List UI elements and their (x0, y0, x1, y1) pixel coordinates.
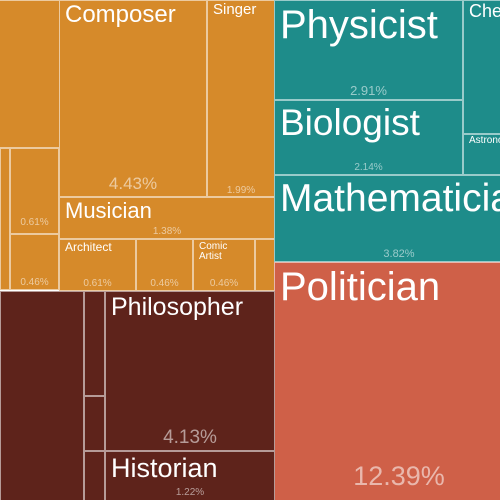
tile-label: Mathematician (280, 177, 500, 220)
tile-singer: Singer 1.99% (207, 0, 275, 197)
tile-astronomer: Astronomer (463, 134, 500, 175)
tile-composer: Composer 4.43% (59, 0, 207, 197)
tile-label: Comic Artist (199, 241, 228, 262)
tile-unlabeled-arts-2 (255, 239, 275, 291)
tile-share: 1.22% (175, 487, 205, 498)
tile-unlabeled-arts-1 (0, 148, 10, 290)
tile-unlabeled-humanities-4 (84, 291, 105, 396)
tile-unnamed-5: 0.61% (10, 148, 59, 234)
tile-label: Historian (111, 453, 218, 483)
tile-share: 4.43% (108, 174, 158, 193)
tile-share: 2.14% (354, 162, 383, 173)
tile-share: 4.13% (163, 427, 217, 448)
tile-comic-artist: Comic Artist 0.46% (193, 239, 255, 291)
tile-share: 2.91% (350, 83, 387, 98)
tile-label: Politician (280, 265, 441, 309)
tile-label: Physicist (280, 3, 438, 47)
tile-label: Musician (65, 198, 152, 223)
tile-label: Architect (65, 240, 112, 254)
tile-share: 0.46% (209, 278, 239, 289)
tile-unlabeled-humanities-3 (0, 291, 84, 500)
tile-unlabeled-humanities-6 (84, 451, 105, 500)
tile-label: Chemist (469, 1, 500, 21)
tile-label: Astronomer (469, 135, 500, 146)
tile-physicist: Physicist 2.91% (274, 0, 463, 100)
tile-share: 1.99% (226, 185, 256, 196)
tile-label: Biologist (280, 102, 420, 143)
tile-share: 0.46% (20, 277, 49, 288)
tile-label: Singer (213, 1, 257, 18)
tile-share: 0.46% (150, 278, 179, 289)
tile-architect: Architect 0.61% (59, 239, 136, 291)
tile-share: 1.38% (152, 226, 182, 237)
tile-label: Philosopher (111, 293, 244, 321)
tile-politician: Politician 12.39% (274, 262, 500, 500)
tile-musician: Musician 1.38% (59, 197, 275, 239)
tile-biologist: Biologist 2.14% (274, 100, 463, 175)
tile-historian: Historian 1.22% (105, 451, 275, 500)
tile-mathematician: Mathematician 3.82% (274, 175, 500, 262)
tile-actor: Actor (0, 0, 60, 148)
tile-unnamed-6: 0.46% (10, 234, 59, 290)
tile-label: Composer (65, 1, 176, 28)
tile-philosopher: Philosopher 4.13% (105, 291, 275, 451)
tile-chemist: Chemist (463, 0, 500, 134)
tile-share: 12.39% (353, 461, 445, 491)
tile-share: 0.61% (83, 278, 112, 289)
tile-share: 3.82% (383, 248, 415, 260)
tile-unnamed-8: 0.46% (136, 239, 193, 291)
tile-unlabeled-humanities-5 (84, 396, 105, 451)
tile-share: 0.61% (20, 217, 49, 228)
